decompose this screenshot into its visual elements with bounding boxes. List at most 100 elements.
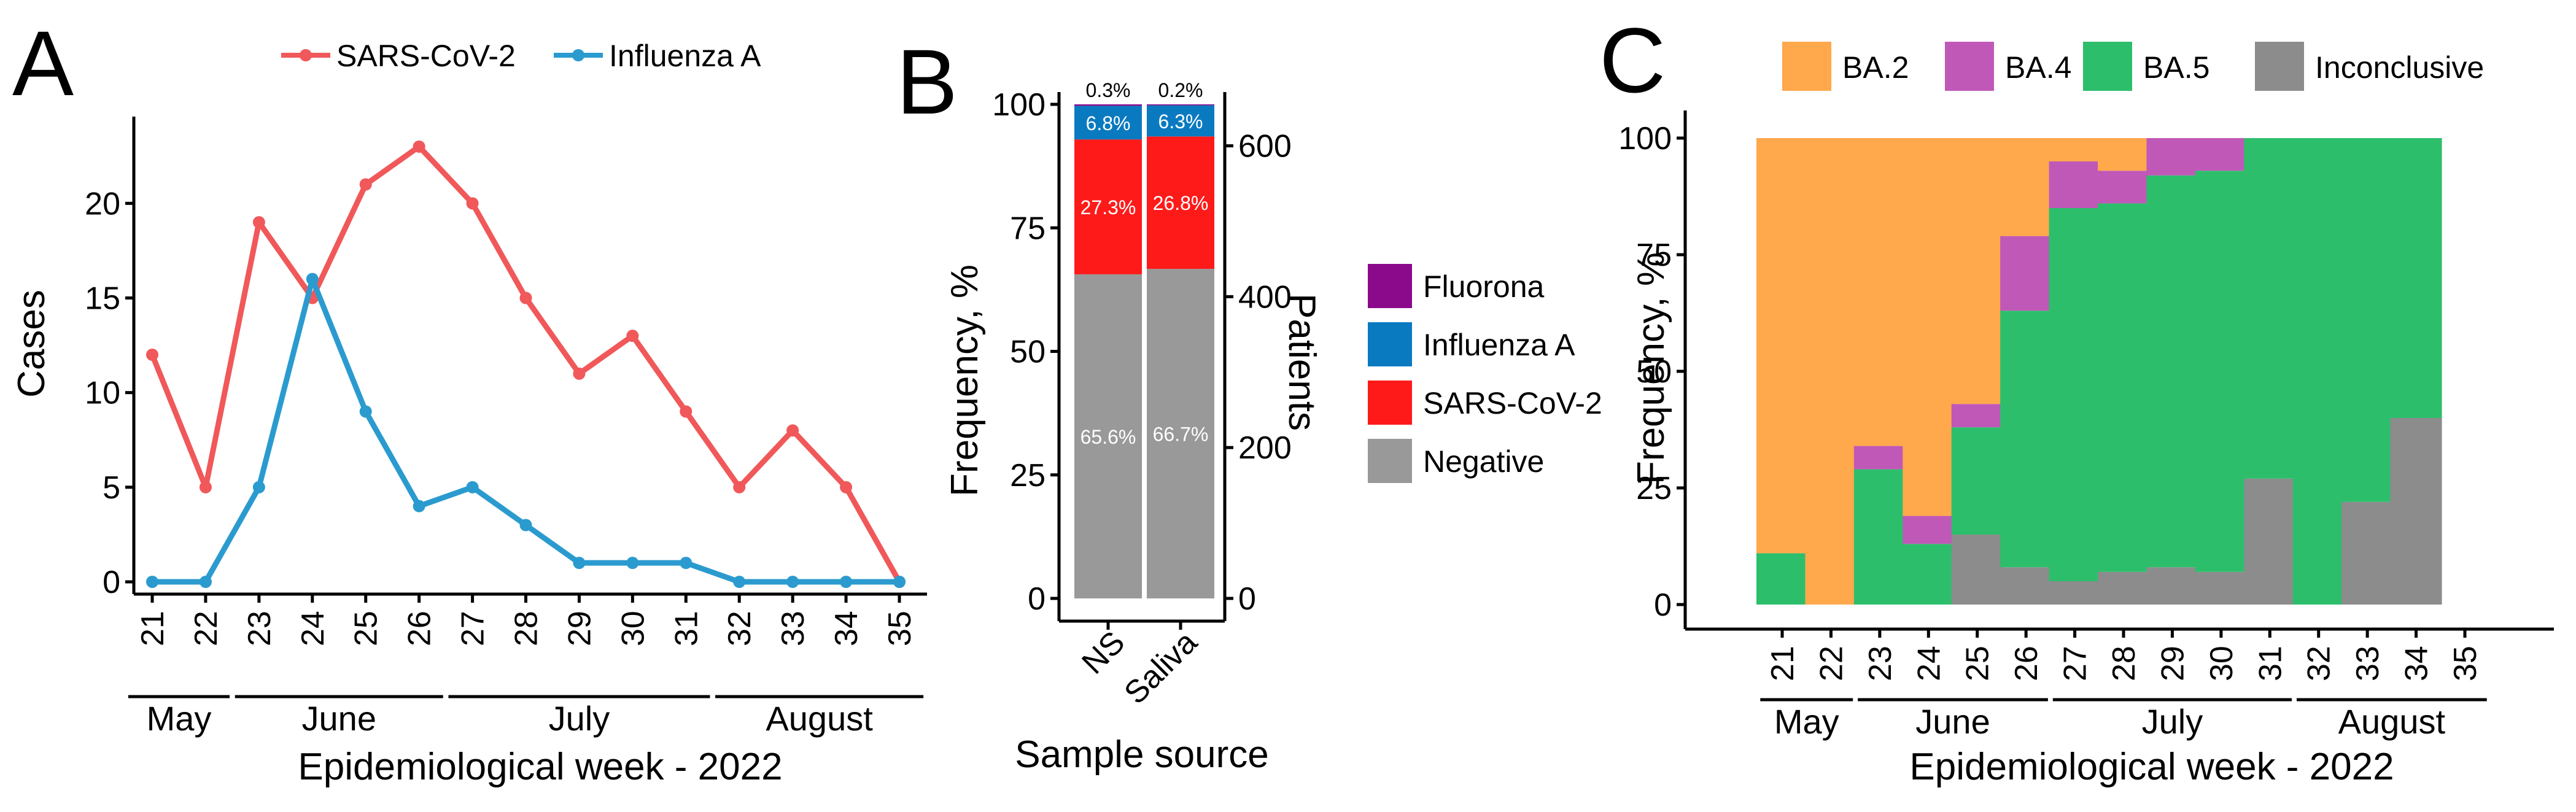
stacked-bar-segment [1951,427,2003,535]
data-point [733,481,746,493]
bar-data-label: 0.2% [1158,79,1203,101]
bar-data-label: 65.6% [1080,426,1136,448]
x-tick-label: 31 [2252,646,2288,681]
month-label: July [2142,702,2203,741]
x-tick-label: 24 [295,611,331,646]
stacked-bar-segment [2195,138,2247,171]
panel-b-x-label: Sample source [1015,733,1269,776]
y-tick-label: 25 [1636,471,1672,506]
x-tick-label: 22 [1814,646,1849,681]
legend-label: Fluorona [1423,269,1545,304]
bar-data-label: 66.7% [1153,423,1209,446]
stacked-bar-segment [2341,501,2394,605]
panel-a-x-axis: 21 22 23 24 25 26 27 28 29 30 31 32 33 34 35 [134,592,927,646]
data-point [680,405,692,418]
stacked-bar-segment [2195,171,2247,572]
x-tick-label: 29 [2155,646,2190,681]
stacked-bar-segment [2000,567,2052,605]
bar-data-label: 27.3% [1080,196,1136,218]
panel-c-y-label: Frequency, % [1630,252,1672,484]
x-tick-label: 35 [882,611,918,646]
y-tick-label: 0 [103,565,120,600]
stacked-bar-segment [2049,161,2101,208]
stacked-bar-segment [1074,139,1142,274]
legend-swatch [1368,439,1412,483]
panel-a-y-label: Cases [10,290,53,398]
x-tick-label: 33 [775,611,811,646]
stacked-bar-segment [2146,138,2198,176]
panel-b-plot: 65.6% 27.3% 6.8% 0.3% 66.7% 26.8% 6.3% 0.2% [1074,79,1214,598]
data-point [573,557,586,570]
series-line [149,144,902,584]
legend-swatch [2255,42,2304,91]
stacked-bar-segment [1805,138,1857,605]
x-tick-label: 35 [2448,646,2483,681]
x-tick-label: NS [1075,624,1131,681]
panel-a-x-label: Epidemiological week - 2022 [298,746,782,788]
x-tick-label: 27 [2058,646,2093,681]
x-tick-label: 33 [2350,646,2386,681]
x-tick-label: 32 [2302,646,2337,681]
month-label: July [549,699,610,738]
legend-label-flu: Influenza A [609,39,761,73]
panel-c-x-label: Epidemiological week - 2022 [1909,746,2394,788]
y-tick-label: 100 [992,87,1046,123]
legend-label-sars: SARS-CoV-2 [336,39,516,73]
data-point [733,576,746,588]
panel-c-y-axis: 0 25 50 75 100 [1618,110,1687,629]
data-point [199,481,212,493]
month-label: August [766,699,873,738]
bar-data-label: 6.8% [1086,112,1131,134]
stacked-bar-segment [2098,571,2149,605]
y-tick-label: 5 [103,470,120,506]
data-point [786,576,799,588]
month-label: May [147,699,212,738]
x-tick-label: 24 [1911,646,1947,681]
x-tick-label: 23 [242,611,277,646]
data-point [680,557,692,570]
legend-swatch [1368,264,1412,308]
stacked-bar-segment [1853,446,1906,470]
data-point [466,197,479,210]
stacked-bar-segment [1074,274,1142,598]
y-tick-label: 20 [85,186,120,222]
legend-label: Inconclusive [2315,50,2484,85]
stacked-bar-segment [1853,138,1906,446]
panel-a-y-axis: 0 5 10 15 20 [85,117,136,600]
data-point [359,405,372,418]
stacked-bar-segment [1074,104,1142,106]
data-point [413,500,425,512]
x-tick-label: 21 [135,611,171,646]
x-tick-label: 32 [722,611,758,646]
panel-c-letter: C [1599,9,1666,112]
y-tick-label: 75 [1010,211,1046,246]
legend-label: Influenza A [1423,328,1575,362]
x-tick-label: 23 [1863,646,1898,681]
panel-a-plot [146,140,906,588]
data-point [519,519,532,532]
month-label: August [2338,702,2446,741]
legend-swatch [1945,42,1994,91]
x-tick-label: 25 [1960,646,1996,681]
stacked-bar-segment [2390,138,2442,418]
x-tick-label: 31 [669,611,704,646]
stacked-bar-segment [2000,138,2052,236]
y-tick-label: 50 [1010,334,1046,370]
legend-label: BA.4 [2005,50,2071,85]
stacked-bar-segment [2292,138,2345,605]
x-tick-label: 28 [509,611,545,646]
panel-b-y-label: Frequency, % [944,265,986,497]
stacked-bar-segment [1951,138,2003,404]
data-point [252,481,265,493]
legend-label: BA.5 [2143,50,2209,85]
stacked-bar-segment [1074,106,1142,140]
stacked-bar-segment [2000,236,2052,311]
data-point [199,576,212,588]
x-tick-label: 29 [562,611,597,646]
x-tick-label: 30 [615,611,651,646]
stacked-bar-segment [2244,478,2296,605]
data-point [786,424,799,437]
panel-c-legend: BA.2 BA.4 BA.5 Inconclusive [1782,42,2484,91]
x-tick-label: 21 [1765,646,1801,681]
